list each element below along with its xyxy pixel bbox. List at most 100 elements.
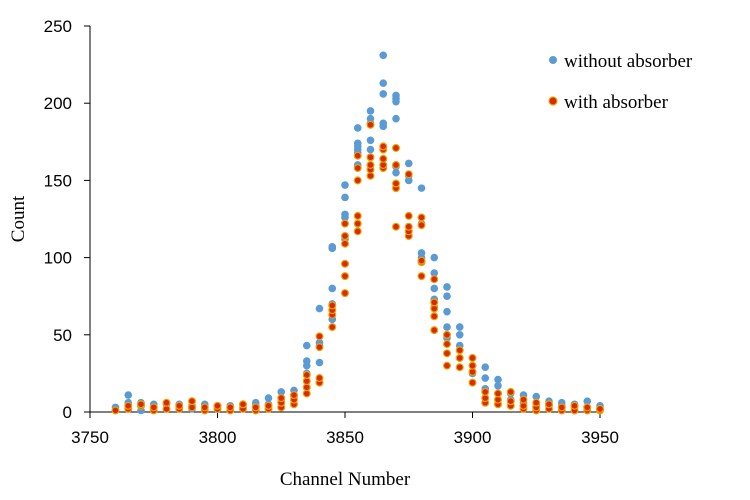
legend-item-without-absorber: without absorber — [549, 51, 693, 72]
data-point — [430, 312, 439, 321]
data-point — [443, 361, 452, 370]
data-point — [430, 275, 439, 284]
data-point — [392, 143, 401, 152]
data-point — [430, 298, 439, 307]
data-point — [239, 400, 248, 409]
data-point — [430, 284, 439, 293]
data-point — [557, 403, 566, 412]
data-point — [430, 326, 439, 335]
data-point — [353, 151, 362, 160]
data-point — [494, 375, 502, 384]
data-point — [506, 387, 515, 396]
data-point — [455, 331, 464, 339]
x-tick-label: 3950 — [581, 428, 619, 447]
data-point — [366, 107, 375, 115]
legend-item-with-absorber: with absorber — [548, 92, 669, 113]
data-point — [290, 391, 299, 400]
data-point — [417, 272, 426, 281]
data-point — [417, 249, 426, 257]
data-point — [353, 139, 362, 148]
data-point — [302, 357, 311, 365]
data-point — [481, 363, 490, 372]
data-point — [379, 51, 388, 60]
data-point — [455, 346, 464, 355]
data-point — [379, 154, 388, 163]
data-point — [468, 361, 477, 370]
data-point — [366, 114, 375, 123]
data-point — [277, 388, 286, 396]
y-tick-label: 200 — [44, 94, 72, 113]
series-layer — [111, 51, 604, 415]
data-point — [430, 253, 439, 262]
data-point — [455, 323, 464, 331]
data-point — [226, 403, 235, 412]
data-point — [519, 395, 528, 404]
data-point — [404, 159, 413, 168]
data-point — [353, 219, 362, 228]
data-point — [137, 400, 146, 409]
data-point — [353, 211, 362, 220]
data-point — [277, 394, 286, 403]
data-point — [175, 401, 184, 410]
data-point — [570, 401, 579, 410]
y-axis-title: Count — [8, 195, 29, 242]
data-point — [583, 403, 592, 412]
y-tick-label: 100 — [44, 249, 72, 268]
y-axis-ticks: 0 50 100 150 200 250 — [44, 17, 90, 422]
data-point — [392, 168, 400, 177]
data-point — [251, 403, 260, 412]
data-point — [532, 392, 541, 401]
data-point — [583, 397, 592, 405]
data-point — [124, 391, 133, 399]
data-point — [328, 323, 337, 332]
data-point — [506, 397, 515, 406]
x-tick-label: 3750 — [71, 428, 109, 447]
data-point — [124, 401, 133, 410]
x-tick-label: 3800 — [199, 428, 237, 447]
y-tick-label: 250 — [44, 17, 72, 36]
data-point — [481, 387, 490, 396]
data-point — [341, 210, 349, 219]
data-point — [328, 284, 337, 293]
data-point — [494, 381, 502, 390]
x-axis-ticks: 3750 3800 3850 3900 3950 — [71, 412, 619, 447]
data-point — [468, 353, 477, 362]
data-point — [366, 153, 375, 162]
data-point — [379, 142, 388, 151]
data-point — [341, 181, 349, 189]
plot-area: 0 50 100 150 200 250 3750 3800 3850 3900 3950 — [44, 17, 619, 447]
data-point — [392, 222, 401, 231]
data-point — [595, 404, 604, 413]
data-point — [468, 378, 477, 387]
data-point — [379, 90, 388, 98]
data-point — [111, 406, 120, 415]
data-point — [392, 179, 401, 188]
legend-label-without-absorber: without absorber — [564, 51, 693, 72]
legend: without absorber with absorber — [548, 51, 693, 113]
data-point — [315, 358, 324, 367]
data-point — [328, 301, 337, 310]
data-point — [315, 343, 324, 352]
data-point — [443, 283, 451, 291]
data-point — [443, 307, 451, 316]
data-point — [379, 79, 388, 87]
data-point — [213, 401, 222, 410]
data-point — [366, 145, 375, 154]
y-tick-label: 50 — [53, 326, 72, 345]
data-point — [443, 340, 452, 349]
data-point — [379, 119, 388, 128]
data-point — [455, 363, 464, 372]
data-point — [404, 170, 413, 179]
data-point — [302, 370, 311, 379]
data-point — [481, 374, 490, 382]
data-point — [341, 259, 350, 268]
data-point — [149, 403, 158, 412]
data-point — [341, 231, 350, 240]
data-point — [417, 256, 426, 265]
data-point — [353, 176, 362, 185]
data-point — [341, 272, 350, 281]
data-point — [162, 398, 171, 407]
data-point — [264, 401, 273, 410]
data-point — [392, 160, 401, 169]
